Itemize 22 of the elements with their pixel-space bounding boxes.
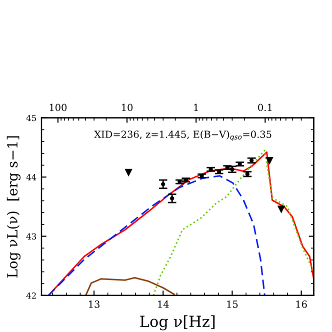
x2-tick-label: 0.1	[258, 104, 272, 112]
x-tick-label: 16	[296, 300, 307, 308]
point	[125, 168, 132, 176]
x-tick-label: 13	[89, 300, 100, 308]
y-tick-label: 44	[26, 174, 36, 180]
y-tick-label: 45	[26, 114, 36, 122]
annotation: XID=236, z=1.445, E(B−V)$_{qso}$=0.35	[94, 130, 272, 141]
y-tick-label: 43	[26, 233, 36, 240]
x-axis-title: Log ν[Hz]	[140, 315, 215, 330]
x-tick-label: 15	[227, 300, 238, 308]
y-tick-label: 42	[26, 292, 36, 299]
line-series	[152, 150, 314, 296]
line-series	[84, 276, 175, 296]
x2-tick-label: 1	[194, 104, 198, 111]
x2-tick-label: 10	[122, 104, 133, 112]
point	[278, 206, 285, 213]
point	[170, 196, 174, 200]
x-tick-label: 14	[158, 300, 169, 308]
x2-tick-label: 100	[50, 104, 67, 112]
line-series	[48, 175, 266, 296]
point	[266, 157, 273, 164]
y-axis-title: Log νL(ν) [erg s−1]	[6, 136, 20, 278]
